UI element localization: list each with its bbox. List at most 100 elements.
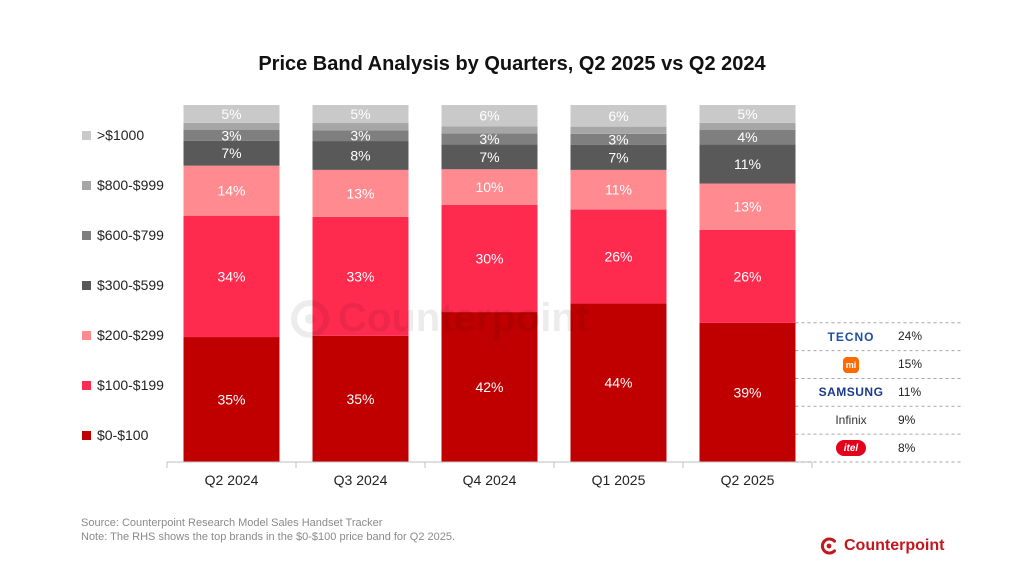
- data-label: 26%: [733, 268, 761, 284]
- bar-segment: [699, 183, 796, 230]
- itel-logo-icon: itel: [812, 435, 890, 462]
- rhs-brand-row: mi 15%: [812, 351, 960, 378]
- bar-segment: [570, 303, 667, 462]
- bar-segment: [183, 215, 280, 338]
- data-label: 11%: [605, 182, 632, 198]
- data-label: 5%: [221, 106, 241, 122]
- data-label: 7%: [608, 149, 628, 165]
- data-label: 8%: [350, 147, 370, 163]
- brand-name: SAMSUNG: [818, 385, 884, 400]
- bar-segment: [312, 130, 409, 142]
- legend-item: $100-$199: [82, 375, 212, 395]
- samsung-logo-icon: SAMSUNG: [812, 379, 890, 406]
- watermark-text: Counterpoint: [338, 296, 590, 340]
- bar-segment: [183, 337, 280, 462]
- data-label: 42%: [475, 379, 503, 395]
- bar-segment: [183, 165, 280, 216]
- counterpoint-logo: Counterpoint: [819, 536, 944, 556]
- data-label: 7%: [479, 149, 499, 165]
- rhs-brand-row: SAMSUNG 11%: [812, 379, 960, 406]
- data-label: 26%: [604, 248, 632, 264]
- brand-share: 9%: [898, 412, 916, 427]
- bar-segment: [699, 144, 796, 184]
- legend-swatch: [82, 180, 91, 190]
- data-label: 33%: [346, 268, 374, 284]
- data-label: 5%: [350, 106, 370, 122]
- footnotes: Source: Counterpoint Research Model Sale…: [81, 516, 455, 544]
- x-tick-label: Q4 2024: [463, 472, 517, 488]
- legend-label: $800-$999: [97, 177, 164, 193]
- brand-name: mi: [843, 356, 859, 373]
- legend-swatch: [82, 230, 91, 240]
- data-label: 13%: [346, 185, 374, 201]
- legend-item: $0-$100: [82, 425, 212, 445]
- bar-segment: [312, 105, 409, 124]
- bar-segment: [570, 133, 667, 145]
- bar-segment: [183, 140, 280, 166]
- data-label: 30%: [475, 251, 503, 267]
- rhs-brand-row: itel 8%: [812, 435, 960, 462]
- data-label: 44%: [604, 375, 632, 391]
- bar-segment: [183, 129, 280, 141]
- infinix-logo-icon: Infinix: [812, 407, 890, 434]
- bar-segment: [183, 105, 280, 123]
- legend-swatch: [82, 430, 91, 440]
- data-label: 3%: [479, 131, 499, 147]
- tecno-logo-icon: TECNO: [812, 323, 890, 350]
- brand-share: 24%: [898, 329, 923, 344]
- brand-name: TECNO: [827, 329, 875, 344]
- chart-title: Price Band Analysis by Quarters, Q2 2025…: [258, 53, 766, 75]
- legend-label: $100-$199: [97, 377, 164, 393]
- bar-segment: [441, 169, 538, 205]
- counterpoint-watermark-icon: [291, 299, 329, 338]
- bar-segment: [570, 169, 667, 210]
- bar-segment: [183, 122, 280, 130]
- data-label: 3%: [350, 128, 370, 144]
- rhs-brand-row: Infinix 9%: [812, 407, 960, 434]
- bar-segment: [441, 204, 538, 313]
- legend-item: $600-$799: [82, 225, 212, 245]
- bar-segment: [570, 209, 667, 304]
- legend-item: $200-$299: [82, 325, 212, 345]
- x-tick-label: Q2 2024: [205, 472, 259, 488]
- bar-segment: [570, 105, 667, 127]
- x-tick-label: Q1 2025: [592, 472, 646, 488]
- legend-item: >$1000: [82, 125, 212, 145]
- legend-item: $800-$999: [82, 175, 212, 195]
- legend-label: $600-$799: [97, 227, 164, 243]
- data-label: 14%: [217, 183, 245, 199]
- brand-share: 15%: [898, 357, 923, 372]
- xiaomi-logo-icon: mi: [812, 351, 890, 378]
- bar-segment: [699, 122, 796, 130]
- data-label: 6%: [608, 108, 628, 124]
- data-label: 3%: [221, 127, 241, 143]
- data-label: 4%: [737, 129, 757, 145]
- data-label: 35%: [217, 392, 245, 408]
- x-tick-label: Q2 2025: [721, 472, 775, 488]
- bar-segment: [312, 335, 409, 462]
- bar-segment: [441, 133, 538, 145]
- legend-swatch: [82, 380, 91, 390]
- legend-label: $300-$599: [97, 277, 164, 293]
- brand-share: 11%: [898, 384, 922, 399]
- bar-segment: [312, 216, 409, 336]
- bar-segment: [312, 141, 409, 170]
- data-label: 35%: [346, 391, 374, 407]
- source-note: Source: Counterpoint Research Model Sale…: [81, 517, 383, 529]
- legend-swatch: [82, 280, 91, 290]
- bar-segment: [699, 229, 796, 323]
- data-label: 5%: [737, 106, 757, 122]
- bar-segment: [441, 126, 538, 134]
- explanation-note: Note: The RHS shows the top brands in th…: [81, 531, 456, 543]
- legend-item: $300-$599: [82, 275, 212, 295]
- legend-label: >$1000: [97, 127, 145, 143]
- x-tick-label: Q3 2024: [334, 472, 388, 488]
- watermark: Counterpoint: [290, 296, 589, 341]
- rhs-brand-row: TECNO 24%: [812, 323, 960, 350]
- data-label: 34%: [217, 268, 245, 284]
- bar-segment: [312, 123, 409, 131]
- counterpoint-logo-icon: [820, 537, 836, 555]
- data-label: 13%: [733, 199, 761, 215]
- bar-segment: [312, 169, 409, 217]
